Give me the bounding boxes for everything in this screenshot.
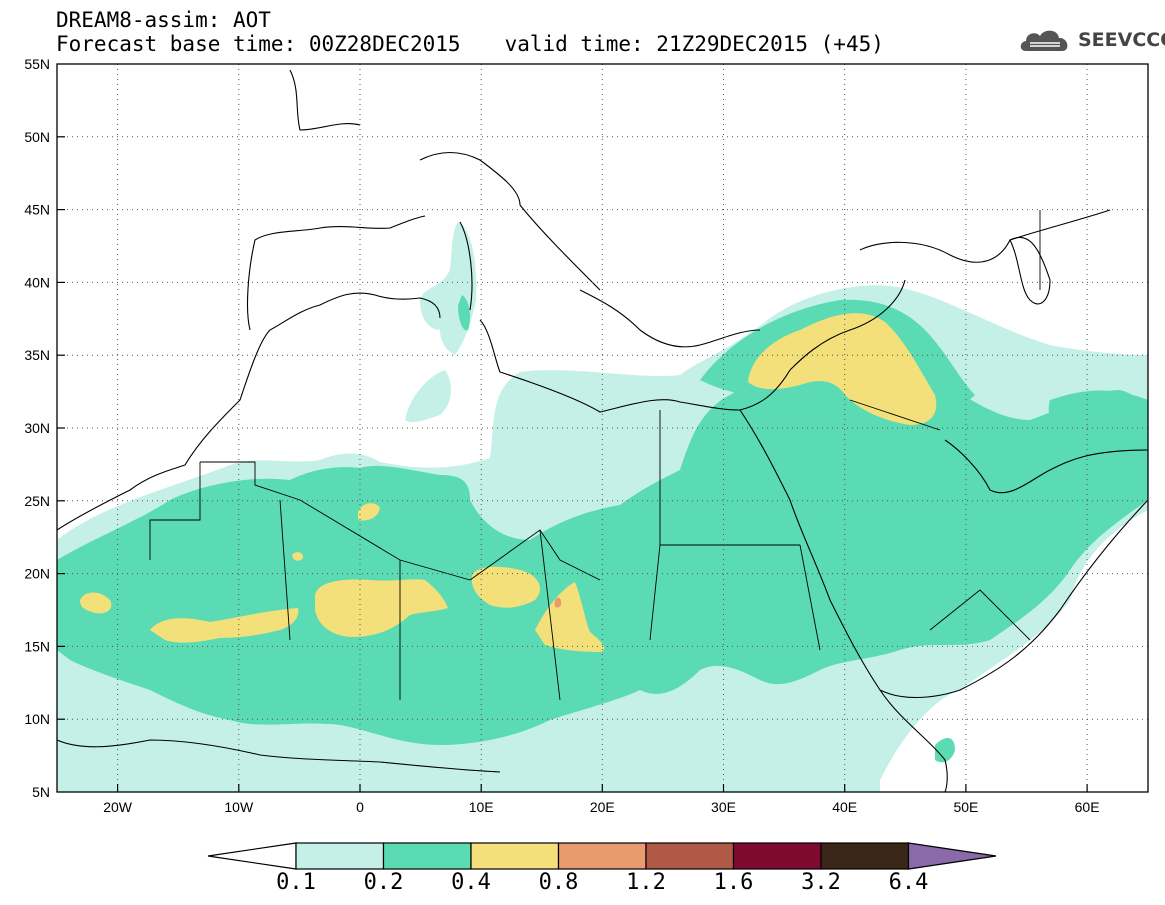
- colorbar-label: 0.1: [276, 870, 316, 895]
- colorbar: [207, 842, 997, 870]
- axis-ticks: [57, 136, 1088, 792]
- aot-contour-0.4-dot: [292, 552, 304, 561]
- aot-contour-0.8: [554, 597, 562, 608]
- colorbar-label: 0.8: [538, 870, 579, 895]
- colorbar-swatch: [557, 842, 647, 870]
- lat-tick-label: 40N: [24, 274, 50, 290]
- colorbar-label: 3.2: [801, 870, 841, 895]
- colorbar-swatch: [295, 842, 385, 870]
- lon-tick-label: 30E: [711, 799, 736, 815]
- aot-field: [57, 222, 1148, 792]
- logo-text: SEEVCCC: [1078, 29, 1165, 51]
- map-title: DREAM8-assim: AOT: [56, 8, 271, 32]
- aot-contour-0.2-gulf: [1048, 390, 1148, 481]
- colorbar-label: 1.6: [713, 870, 754, 895]
- lat-tick-label: 50N: [24, 129, 50, 145]
- colorbar-swatch: [820, 842, 910, 870]
- base-time: Forecast base time: 00Z28DEC2015: [56, 32, 461, 56]
- lat-tick-label: 35N: [24, 347, 50, 363]
- lat-tick-label: 45N: [24, 202, 50, 218]
- lon-tick-label: 20W: [103, 799, 133, 815]
- lon-tick-label: 0: [356, 799, 364, 815]
- colorbar-high-end: [907, 842, 997, 870]
- lat-tick-label: 15N: [24, 638, 50, 654]
- lat-tick-label: 30N: [24, 420, 50, 436]
- time-info: Forecast base time: 00Z28DEC2015 valid ti…: [56, 34, 884, 55]
- aot-contour-0.1-libya: [405, 370, 452, 423]
- colorbar-swatch: [382, 842, 472, 870]
- lat-tick-label: 55N: [24, 56, 50, 72]
- lat-tick-label: 5N: [32, 784, 50, 800]
- colorbar-swatch: [470, 842, 560, 870]
- lat-tick-label: 20N: [24, 566, 50, 582]
- lon-tick-label: 60E: [1075, 799, 1100, 815]
- colorbar-label: 0.2: [363, 870, 404, 895]
- aot-contour-0.4-senegal: [80, 592, 112, 614]
- aot-contour-0.4-mali: [315, 579, 448, 637]
- aot-contour-0.4-algeria: [358, 503, 380, 521]
- colorbar-swatch: [732, 842, 822, 870]
- aot-contour-0.4-mauritania: [150, 608, 299, 643]
- aot-contour-0.2-sardinia: [458, 295, 470, 331]
- lon-tick-label: 50E: [953, 799, 978, 815]
- lon-tick-label: 40E: [832, 799, 857, 815]
- aot-contour-0.4-niger: [471, 566, 540, 608]
- lat-tick-label: 25N: [24, 493, 50, 509]
- colorbar-label: 0.4: [451, 870, 491, 895]
- colorbar-swatch: [645, 842, 735, 870]
- aot-contour-0.2: [57, 349, 1148, 745]
- aot-contour-0.1-sardinia: [420, 222, 477, 355]
- aot-contour-0.2-somalia: [935, 738, 955, 763]
- colorbar-low-end: [207, 842, 297, 870]
- colorbar-label: 1.2: [626, 870, 666, 895]
- borders: [149, 210, 1041, 701]
- gridlines: [57, 64, 1148, 792]
- lon-tick-label: 10E: [469, 799, 494, 815]
- lon-tick-label: 10W: [224, 799, 254, 815]
- seevccc-logo: SEEVCCC: [1018, 20, 1165, 60]
- coastlines: [57, 69, 1148, 792]
- valid-time: valid time: 21Z29DEC2015 (+45): [504, 32, 884, 56]
- colorbar-label: 6.4: [888, 870, 929, 895]
- cloud-icon: [1020, 30, 1068, 51]
- lon-tick-label: 20E: [590, 799, 615, 815]
- aot-contour-0.4-iraq: [748, 313, 937, 425]
- lat-tick-label: 10N: [24, 711, 50, 727]
